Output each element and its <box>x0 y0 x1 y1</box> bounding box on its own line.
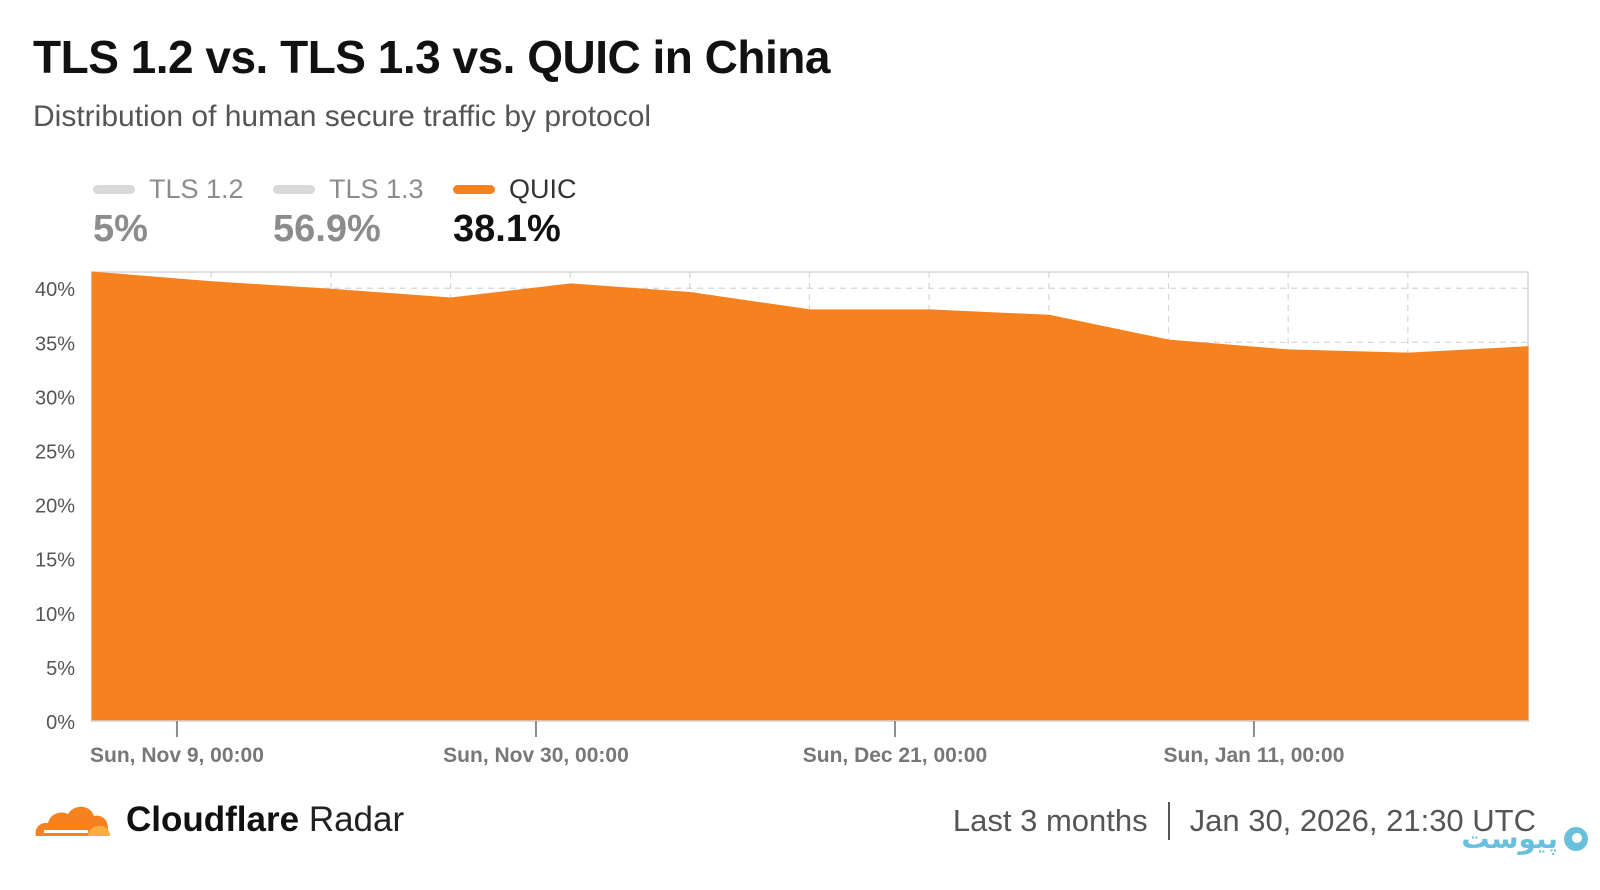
y-tick-label: 20% <box>35 496 75 518</box>
legend-item-quic[interactable]: QUIC 38.1% <box>453 172 633 251</box>
legend-item-tls12[interactable]: TLS 1.2 5% <box>93 172 273 251</box>
legend-label-tls12: TLS 1.2 <box>149 173 244 204</box>
y-tick-label: 0% <box>46 712 75 734</box>
timestamp: Jan 30, 2026, 21:30 UTC <box>1189 803 1536 838</box>
watermark-logo-icon <box>1564 826 1588 851</box>
chart-title: TLS 1.2 vs. TLS 1.3 vs. QUIC in China <box>33 31 830 83</box>
brand-name: Cloudflare Radar <box>126 800 404 840</box>
time-range: Last 3 months <box>952 803 1148 838</box>
quic-area <box>91 271 1529 722</box>
brand-rest: Radar <box>308 800 405 839</box>
y-tick-label: 30% <box>35 387 75 409</box>
footer-meta: Last 3 months Jan 30, 2026, 21:30 UTC <box>953 802 1536 840</box>
legend-swatch-tls13 <box>273 184 315 194</box>
area-layer <box>91 271 1529 722</box>
y-tick-label: 35% <box>35 333 75 355</box>
brand-bold: Cloudflare <box>126 800 300 839</box>
y-tick-label: 40% <box>35 279 75 301</box>
legend-value-tls13: 56.9% <box>273 208 381 250</box>
area-chart[interactable]: 0% 5% 10% 15% 20% 25% 30% 35% 40% Sun, Nov 9, 00:… <box>0 255 1600 775</box>
x-tick-label: Sun, Jan 11, 00:00 <box>1163 744 1344 767</box>
x-tick-label: Sun, Nov 9, 00:00 <box>90 744 264 767</box>
cloudflare-cloud-icon <box>35 806 110 836</box>
legend-label-quic: QUIC <box>509 173 577 204</box>
legend-value-quic: 38.1% <box>453 208 561 250</box>
legend: TLS 1.2 5% TLS 1.3 56.9% QUIC 38.1% <box>93 172 633 251</box>
legend-swatch-tls12 <box>93 184 135 194</box>
legend-value-tls12: 5% <box>93 208 148 250</box>
axis-layer: 0% 5% 10% 15% 20% 25% 30% 35% 40% Sun, Nov 9, 00:… <box>35 279 1528 767</box>
chart-subtitle: Distribution of human secure traffic by … <box>33 100 652 133</box>
y-tick-label: 25% <box>35 442 75 464</box>
x-tick-label: Sun, Dec 21, 00:00 <box>803 744 987 767</box>
y-tick-label: 15% <box>35 550 75 572</box>
legend-label-tls13: TLS 1.3 <box>329 173 424 204</box>
watermark-text: پیوست <box>1461 823 1558 854</box>
legend-swatch-quic <box>453 184 495 194</box>
x-tick-label: Sun, Nov 30, 00:00 <box>443 744 629 767</box>
y-tick-label: 10% <box>35 604 75 626</box>
footer-separator <box>1167 802 1170 840</box>
cloudflare-logo[interactable]: Cloudflare Radar <box>30 800 404 840</box>
legend-item-tls13[interactable]: TLS 1.3 56.9% <box>273 172 453 251</box>
watermark: پیوست <box>1461 822 1590 855</box>
y-tick-label: 5% <box>46 658 75 680</box>
